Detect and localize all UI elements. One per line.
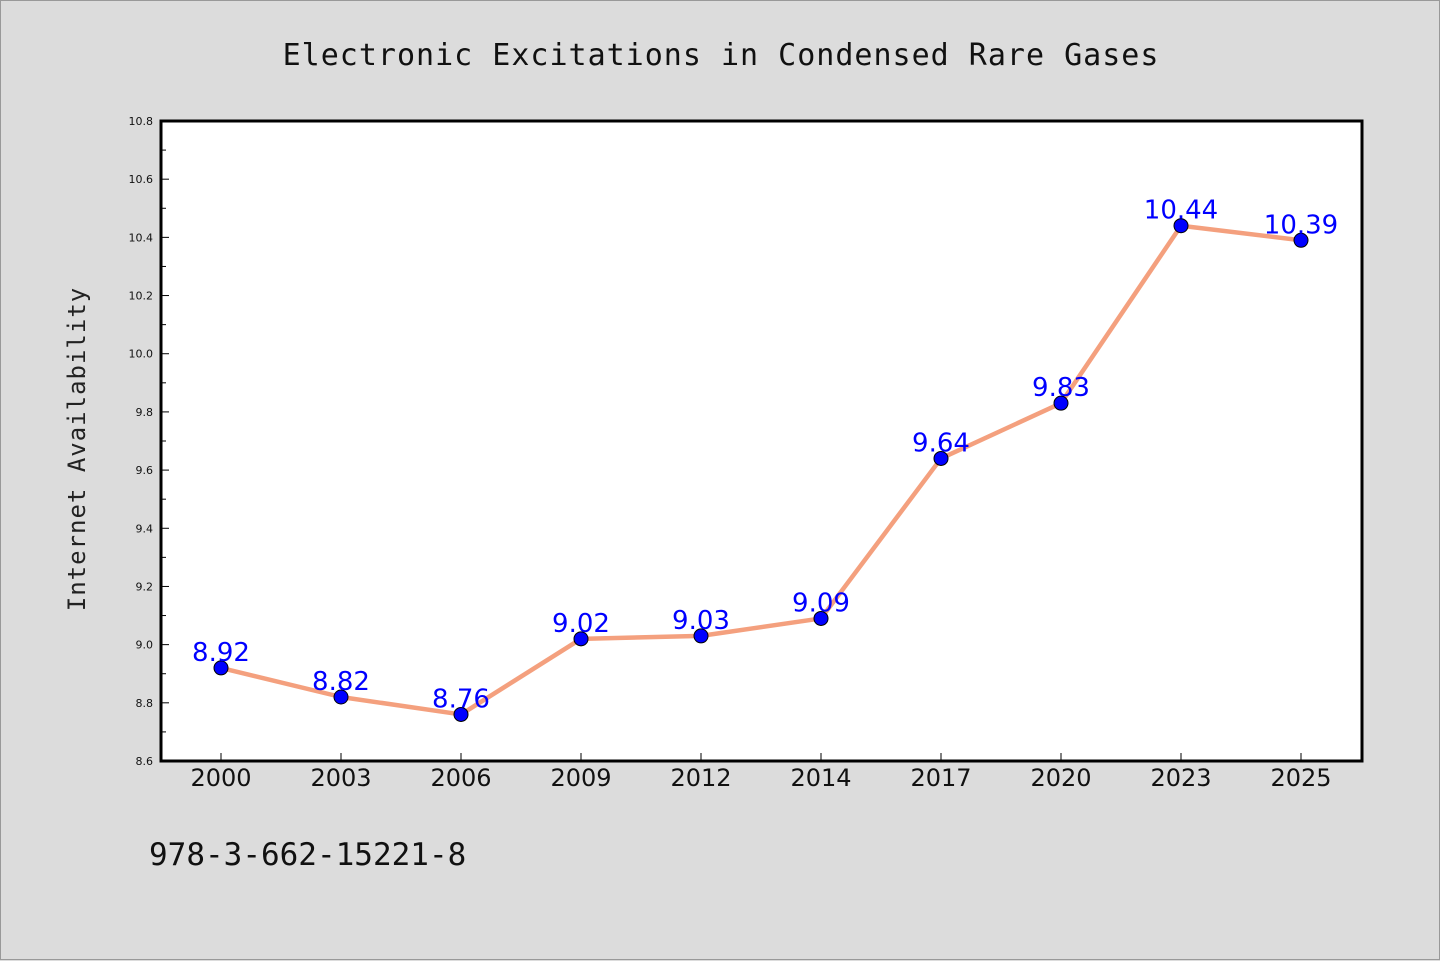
x-tick-label: 2006 (430, 764, 491, 792)
y-tick-label: 9.6 (136, 464, 154, 477)
y-tick-label: 8.6 (136, 755, 154, 768)
y-tick-label: 9.4 (136, 522, 154, 535)
x-tick-label: 2014 (790, 764, 851, 792)
x-tick-label: 2020 (1030, 764, 1091, 792)
data-label: 8.92 (192, 638, 250, 668)
x-axis-ticks: 2000 2003 2006 2009 2012 2014 2017 2020 2023 2025 (190, 753, 1332, 792)
x-tick-label: 2017 (910, 764, 971, 792)
data-label: 10.44 (1144, 196, 1218, 226)
x-tick-label: 2003 (310, 764, 371, 792)
data-point (1293, 232, 1309, 248)
data-point (693, 628, 709, 644)
x-tick-label: 2025 (1270, 764, 1331, 792)
x-tick-label: 2023 (1150, 764, 1211, 792)
data-point (453, 706, 469, 722)
plot-area (161, 121, 1362, 761)
chart-title: Electronic Excitations in Condensed Rare… (283, 38, 1160, 73)
y-tick-label: 10.2 (129, 290, 154, 303)
series-line (218, 223, 1304, 717)
y-tick-label: 9.8 (136, 406, 154, 419)
data-point (1053, 395, 1069, 411)
data-label: 8.82 (312, 667, 370, 697)
y-tick-label: 8.8 (136, 697, 154, 710)
y-axis-label: Internet Availability (63, 287, 91, 611)
x-tick-label: 2000 (190, 764, 251, 792)
isbn-annotation: 978-3-662-15221-8 (149, 837, 466, 873)
data-label: 9.64 (912, 428, 970, 458)
data-label: 9.03 (672, 606, 730, 636)
data-label: 8.76 (432, 684, 490, 714)
y-tick-label: 9.0 (136, 639, 154, 652)
data-point (333, 689, 349, 705)
data-point (213, 660, 229, 676)
data-point (813, 610, 829, 626)
y-tick-label: 10.6 (129, 173, 154, 186)
plot-frame (159, 119, 1364, 763)
y-axis-ticks: 8.6 8.8 9.0 9.2 9.4 9.6 9.8 10.0 10.2 10.4 10.6 10.… (129, 115, 169, 768)
data-point (573, 631, 589, 647)
y-tick-label: 10.4 (129, 231, 154, 244)
data-label: 9.83 (1032, 373, 1090, 403)
y-tick-label: 10.8 (129, 115, 154, 128)
y-tick-label: 9.2 (136, 580, 154, 593)
data-label: 9.09 (792, 588, 850, 618)
data-point (1173, 218, 1189, 234)
series-layer: 8.92 8.82 8.76 9.02 9.03 9.09 9.64 9.83 10.44 10.… (192, 196, 1338, 722)
data-label: 10.39 (1264, 210, 1338, 240)
data-label: 9.02 (552, 609, 610, 639)
y-tick-label: 10.0 (129, 348, 154, 361)
data-point (933, 450, 949, 466)
x-tick-label: 2009 (550, 764, 611, 792)
x-tick-label: 2012 (670, 764, 731, 792)
